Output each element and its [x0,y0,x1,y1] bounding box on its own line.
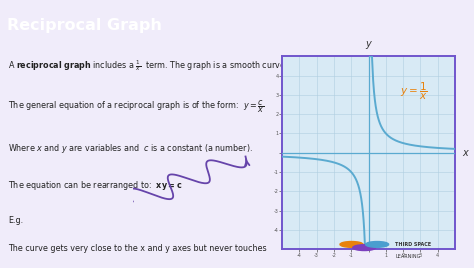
Text: The general equation of a reciprocal graph is of the form:  $y = \dfrac{c}{x}$: The general equation of a reciprocal gra… [9,98,265,115]
Text: $y = \dfrac{1}{x}$: $y = \dfrac{1}{x}$ [400,80,428,102]
Text: THIRD SPACE: THIRD SPACE [395,242,431,247]
Text: The equation can be rearranged to:  $\mathbf{xy = c}$: The equation can be rearranged to: $\mat… [9,179,183,192]
Circle shape [353,245,376,251]
Text: Where $x$ and $y$ are variables and  $c$ is a constant (a number).: Where $x$ and $y$ are variables and $c$ … [9,142,253,155]
Text: A $\mathbf{reciprocal\ graph}$ includes a $\frac{1}{x}$  term. The graph is a sm: A $\mathbf{reciprocal\ graph}$ includes … [9,58,365,73]
Circle shape [365,241,389,247]
Circle shape [340,241,363,247]
Text: LEARNING: LEARNING [395,254,420,259]
Text: y: y [365,39,372,49]
Text: The curve gets very close to the x and y axes but never touches: The curve gets very close to the x and y… [9,244,267,253]
Text: Reciprocal Graph: Reciprocal Graph [7,18,162,33]
Text: x: x [462,148,468,158]
Text: E.g.: E.g. [9,216,24,225]
